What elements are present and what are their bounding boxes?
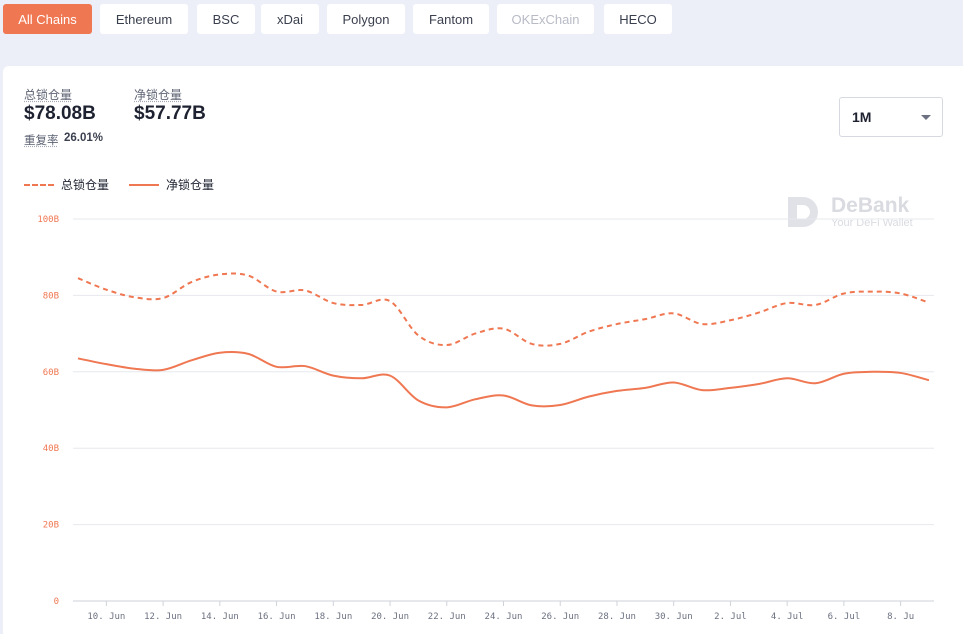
x-tick-label: 24. Jun (485, 612, 523, 622)
net-tvl-value: $57.77B (134, 103, 206, 124)
total-tvl-value: $78.08B (24, 103, 96, 124)
tvl-card: 总锁仓量 $78.08B 净锁仓量 $57.77B 重复率 26.01% 1M … (3, 66, 963, 634)
legend-total-label: 总锁仓量 (61, 178, 110, 192)
y-tick-label: 0 (54, 597, 59, 607)
series-line-net[interactable] (77, 350, 930, 409)
y-tick-label: 40B (43, 444, 59, 454)
x-tick-label: 4. Jul (771, 612, 804, 622)
x-tick-label: 14. Jun (201, 612, 239, 622)
x-tick-label: 26. Jun (541, 612, 579, 622)
x-tick-label: 28. Jun (598, 612, 636, 622)
y-tick-label: 100B (37, 215, 59, 225)
solid-line-icon (129, 183, 159, 186)
y-tick-label: 80B (43, 291, 59, 301)
time-range-select[interactable]: 1M (839, 97, 943, 137)
x-tick-label: 30. Jun (655, 612, 693, 622)
legend-net-label: 净锁仓量 (166, 178, 215, 192)
y-tick-label: 20B (43, 521, 59, 531)
tab-polygon[interactable]: Polygon (327, 4, 405, 34)
overlap-rate-label: 重复率 (24, 135, 59, 147)
tvl-line-chart: 0 20B 40B 60B 80B 100B 10. Jun 12. Jun 14. Jun 1… (37, 215, 934, 622)
tab-ethereum[interactable]: Ethereum (100, 4, 188, 34)
legend-total[interactable]: 总锁仓量 (24, 176, 109, 193)
tab-bsc[interactable]: BSC (197, 4, 255, 34)
legend-net[interactable]: 净锁仓量 (129, 176, 214, 193)
tab-fantom[interactable]: Fantom (413, 4, 489, 34)
tab-xdai[interactable]: xDai (261, 4, 319, 34)
chevron-down-icon (921, 115, 931, 120)
x-tick-label: 22. Jun (428, 612, 466, 622)
tab-all-chains[interactable]: All Chains (3, 4, 92, 34)
watermark-subtitle: Your DeFi Wallet (831, 217, 913, 229)
tab-okexchain[interactable]: OKExChain (497, 4, 594, 34)
total-tvl-label: 总锁仓量 (24, 88, 73, 102)
x-tick-label: 12. Jun (144, 612, 182, 622)
watermark-title: DeBank (831, 194, 910, 217)
x-tick-label: 16. Jun (258, 612, 296, 622)
x-tick-label: 6. Jul (828, 612, 861, 622)
dashed-line-icon (24, 183, 54, 186)
tab-heco[interactable]: HECO (604, 4, 672, 34)
series-line-total[interactable] (77, 272, 930, 347)
x-tick-label: 8. Ju (887, 612, 914, 622)
x-tick-label: 18. Jun (314, 612, 352, 622)
x-tick-label: 10. Jun (87, 612, 125, 622)
y-tick-label: 60B (43, 368, 59, 378)
x-tick-label: 20. Jun (371, 612, 409, 622)
time-range-value: 1M (852, 109, 872, 125)
x-tick-label: 2. Jul (714, 612, 747, 622)
overlap-rate-value: 26.01% (64, 132, 104, 144)
net-tvl-label: 净锁仓量 (134, 88, 183, 102)
